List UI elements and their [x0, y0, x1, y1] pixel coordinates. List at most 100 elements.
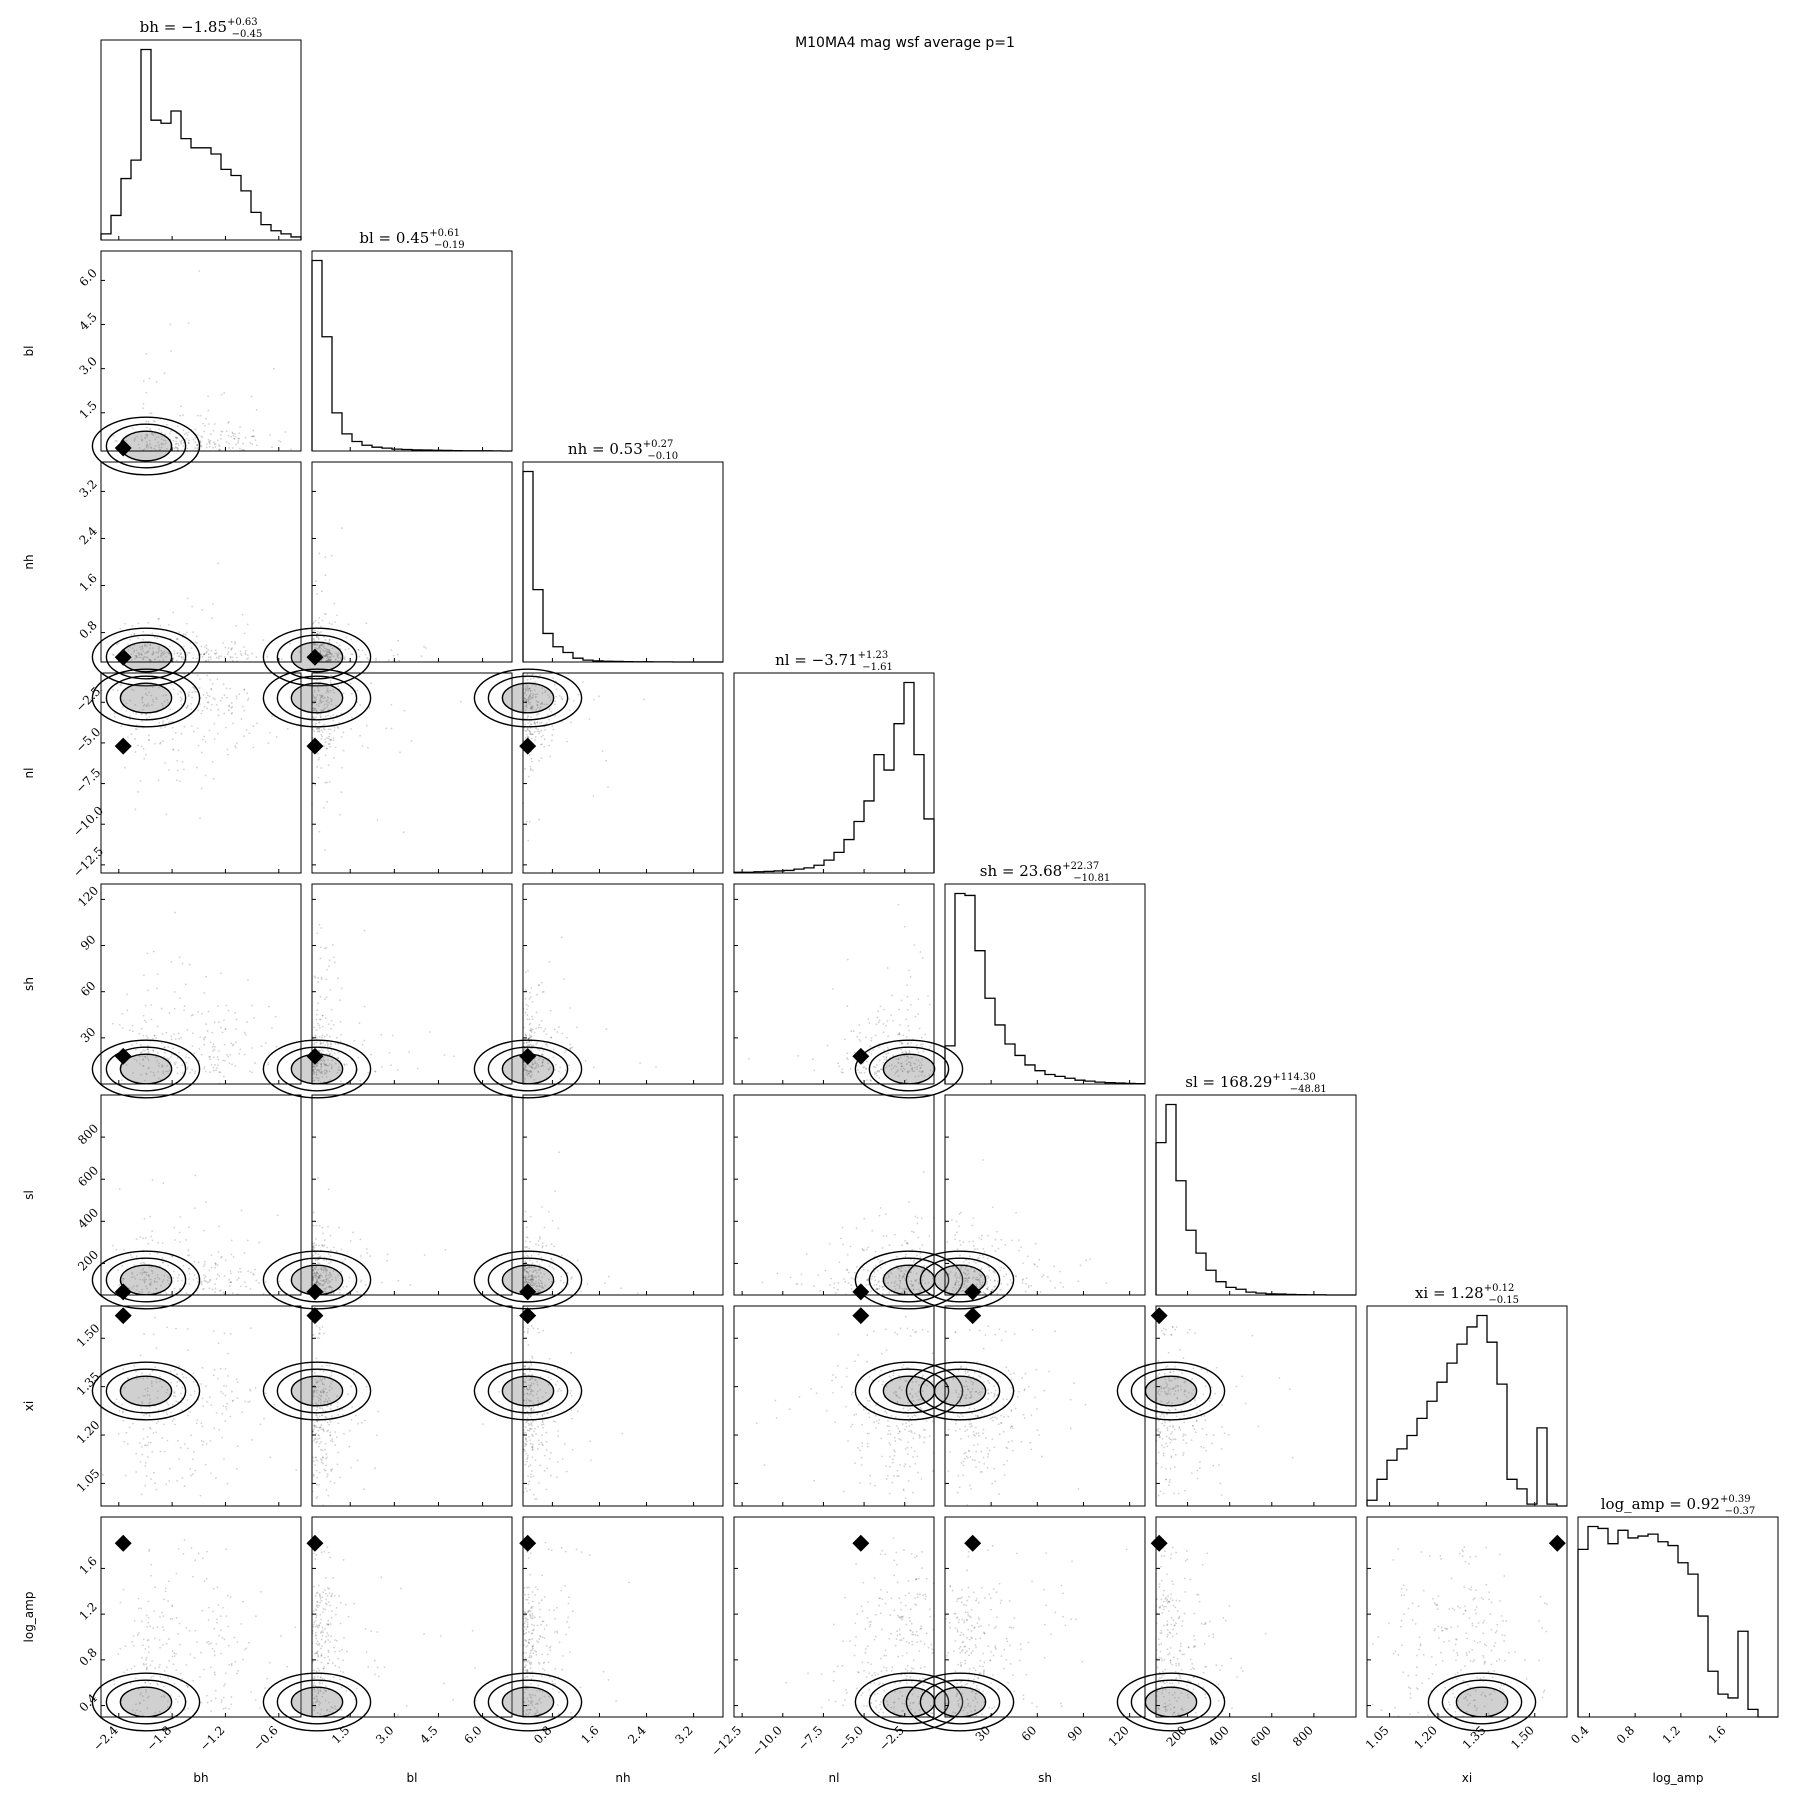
sample-point: [312, 1068, 315, 1071]
sample-point: [550, 1257, 553, 1260]
title-bl: bl = 0.45+0.61 −0.19: [359, 228, 464, 251]
sample-point: [323, 1239, 326, 1242]
scatter-xi-vs-bh: [102, 1316, 298, 1497]
sample-point: [548, 1401, 551, 1404]
sample-point: [316, 730, 319, 733]
sample-point: [316, 1414, 318, 1417]
sample-point: [152, 1333, 155, 1336]
sample-point: [523, 1061, 525, 1064]
sample-point: [527, 700, 530, 703]
sample-point: [191, 1045, 194, 1047]
sample-point: [556, 1367, 559, 1370]
sample-point: [329, 697, 332, 700]
sample-point: [216, 1055, 219, 1058]
sample-point: [576, 1259, 579, 1262]
sample-point: [161, 1242, 164, 1245]
sample-point: [313, 697, 316, 700]
sample-point: [222, 1404, 225, 1407]
sample-point: [315, 1469, 318, 1472]
sample-point: [172, 748, 175, 751]
sample-point: [336, 726, 339, 729]
sample-point: [321, 1226, 324, 1229]
sample-point: [531, 697, 534, 699]
sample-point: [139, 779, 142, 782]
sample-point: [920, 1036, 923, 1039]
sample-point: [531, 1443, 534, 1446]
sample-point: [212, 603, 214, 605]
sample-point: [223, 1019, 225, 1022]
sample-point: [330, 623, 333, 626]
sample-point: [527, 1327, 529, 1330]
sample-point: [215, 1069, 217, 1072]
sample-point: [528, 1036, 531, 1039]
sample-point: [330, 699, 333, 702]
sample-point: [882, 1288, 885, 1291]
sample-point: [228, 704, 230, 707]
sample-point: [235, 1028, 238, 1031]
sample-point: [342, 692, 345, 695]
sample-point: [232, 1043, 235, 1046]
sample-point: [203, 992, 206, 994]
sample-point: [149, 1373, 151, 1376]
sample-point: [222, 683, 225, 686]
sample-point: [187, 1249, 190, 1252]
sample-point: [213, 1021, 216, 1024]
sample-point: [201, 1425, 204, 1428]
sample-point: [556, 1380, 559, 1383]
sample-point: [535, 708, 538, 711]
sample-point: [540, 1019, 543, 1022]
sample-point: [319, 716, 322, 719]
sample-point: [133, 438, 136, 441]
sample-point: [256, 722, 259, 725]
sample-point: [145, 426, 148, 429]
sample-point: [969, 1255, 971, 1258]
sample-point: [335, 705, 337, 707]
sample-point: [313, 690, 316, 693]
sample-point: [350, 653, 353, 656]
sample-point: [318, 830, 321, 833]
sample-point: [224, 1420, 227, 1423]
sample-point: [325, 1364, 328, 1367]
sample-point: [177, 1365, 180, 1368]
sample-point: [196, 674, 199, 677]
sample-point: [148, 1066, 150, 1069]
sample-point: [169, 323, 172, 326]
sample-point: [211, 1031, 214, 1034]
sample-point: [525, 1071, 528, 1074]
sample-point: [972, 1217, 975, 1219]
sample-point: [324, 556, 327, 559]
sample-point: [324, 1071, 326, 1074]
sample-point: [330, 655, 333, 658]
sample-point: [529, 678, 532, 680]
sample-point: [342, 731, 345, 734]
sample-point: [147, 1048, 149, 1050]
sample-point: [144, 1079, 146, 1082]
sample-point: [524, 1437, 527, 1440]
sample-point: [544, 689, 547, 692]
sample-point: [118, 1023, 121, 1026]
sample-point: [181, 1386, 184, 1389]
sample-point: [326, 690, 329, 692]
sample-point: [197, 744, 200, 747]
sample-point: [209, 1472, 212, 1475]
sample-point: [142, 1058, 145, 1061]
sample-point: [842, 1071, 844, 1074]
sample-point: [147, 446, 150, 449]
sample-point: [915, 1044, 918, 1047]
sample-point: [526, 1014, 529, 1016]
sample-point: [348, 1445, 351, 1448]
sample-point: [314, 1068, 317, 1071]
sample-point: [230, 702, 233, 705]
sample-point: [328, 1419, 331, 1422]
sample-point: [540, 735, 543, 738]
sample-point: [529, 1439, 531, 1442]
sample-point: [314, 1258, 317, 1261]
sample-point: [149, 429, 152, 432]
sample-point: [553, 703, 556, 706]
sample-point: [194, 1469, 197, 1472]
sample-point: [202, 422, 204, 425]
sample-point: [319, 715, 322, 718]
sample-point: [150, 447, 152, 449]
sample-point: [529, 1442, 532, 1445]
scatter-nh-vs-bl: [311, 527, 427, 663]
